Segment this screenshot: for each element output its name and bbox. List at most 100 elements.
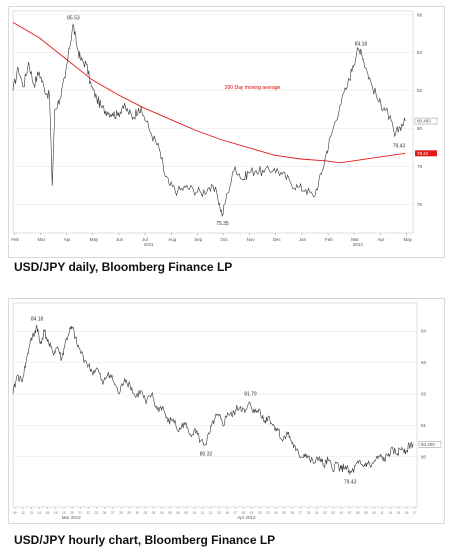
x-tick-label: 21	[78, 511, 82, 515]
x-tick-label: 12	[21, 511, 25, 515]
x-tick-label: 10	[372, 511, 376, 515]
x-tick-label: 29	[127, 511, 131, 515]
last-price-tag-label: 80.400	[421, 442, 435, 447]
y-tick-label: 83	[421, 360, 427, 365]
x-tick-label: 19	[250, 511, 254, 515]
x-tick-label: Jun	[116, 237, 124, 242]
y-tick-label: 82	[417, 88, 423, 93]
x-tick-label: 23	[95, 511, 99, 515]
ma-value-tag	[415, 150, 437, 157]
price-annotation: 84.18	[31, 317, 44, 323]
x-tick-label: 17	[413, 511, 417, 515]
x-tick-label: Sep	[194, 237, 203, 242]
hourly-chart: 84 83 82 81 80 09 12 13 14 15 16 19 20 21 22 23 26 27 28 29…	[12, 302, 442, 520]
x-tick-label: 04	[340, 511, 344, 515]
x-tick-label: 24	[274, 511, 278, 515]
price-line	[12, 324, 414, 476]
x-tick-label: Jul	[142, 237, 148, 242]
x-tick-label: 30	[307, 511, 311, 515]
x-tick-label: 15	[46, 511, 50, 515]
month-label: Mar 2012	[62, 515, 82, 520]
y-tick-label: 86	[417, 12, 423, 17]
x-tick-label: 23	[266, 511, 270, 515]
y-tick-label: 78	[417, 164, 423, 169]
x-tick-label: 13	[217, 511, 221, 515]
x-tick-label: 14	[389, 511, 393, 515]
x-tick-label: 12	[209, 511, 213, 515]
x-tick-label: 26	[103, 511, 107, 515]
x-tick-label: 03	[152, 511, 156, 515]
y-tick-label: 84	[421, 329, 427, 334]
x-tick-label: 25	[282, 511, 286, 515]
x-tick-label: 13	[29, 511, 33, 515]
price-annotation: 75.35	[216, 221, 229, 227]
x-tick-label: 18	[242, 511, 246, 515]
x-tick-label: Dec	[273, 237, 282, 242]
x-tick-label: 04	[160, 511, 164, 515]
x-tick-label: 06	[176, 511, 180, 515]
price-annotation: 79.43	[344, 480, 357, 486]
y-tick-label: 84	[417, 50, 423, 55]
x-tick-label: Feb	[325, 237, 333, 242]
x-tick-label: Apr	[377, 237, 385, 242]
x-tick-label: 03	[331, 511, 335, 515]
x-tick-label: 10	[193, 511, 197, 515]
x-tick-label: 11	[380, 511, 384, 515]
x-tick-label: 20	[70, 511, 74, 515]
x-tick-label: Mar	[351, 237, 359, 242]
x-tick-label: 05	[168, 511, 172, 515]
x-tick-label: Oct	[220, 237, 228, 242]
x-tick-label: 15	[397, 511, 401, 515]
x-tick-label: 02	[144, 511, 148, 515]
x-tick-label: 28	[119, 511, 123, 515]
price-line	[12, 23, 406, 217]
x-tick-label: 02	[323, 511, 327, 515]
x-tick-label: May	[90, 237, 99, 242]
x-tick-label: 16	[405, 511, 409, 515]
plot-area	[12, 10, 414, 234]
x-tick-label: Feb	[11, 237, 19, 242]
y-tick-label: 76	[417, 202, 423, 207]
x-tick-label: 26	[291, 511, 295, 515]
y-tick-label: 81	[421, 423, 427, 428]
y-tick-label: 80	[421, 454, 427, 459]
y-tick-label: 80	[417, 126, 423, 131]
x-tick-label: 09	[13, 511, 17, 515]
daily-chart: 86 84 82 80 78 76 Feb Mar Apr May Jun Jul Aug Sep Oct N…	[11, 10, 438, 247]
x-tick-label: Jan	[299, 237, 307, 242]
x-tick-label: May	[403, 237, 412, 242]
price-annotation: 81.79	[244, 392, 257, 398]
x-tick-label: 16	[225, 511, 229, 515]
hourly-chart-caption: USD/JPY hourly chart, Bloomberg Finance …	[14, 533, 276, 547]
last-price-tag	[418, 441, 442, 448]
x-tick-label: 22	[86, 511, 90, 515]
x-tick-label: Nov	[247, 237, 256, 242]
month-label: Apr 2012	[237, 515, 256, 520]
daily-chart-caption: USD/JPY daily, Bloomberg Finance LP	[14, 260, 233, 274]
year-label: 2011	[144, 242, 154, 247]
x-tick-label: 16	[54, 511, 58, 515]
x-tick-label: 01	[315, 511, 319, 515]
x-tick-label: 30	[135, 511, 139, 515]
x-tick-label: 09	[184, 511, 188, 515]
x-tick-label: Mar	[37, 237, 45, 242]
ma-value-tag-label: 78.42	[417, 151, 429, 156]
ma-label: 200 Day moving average	[225, 85, 281, 91]
x-tick-label: 27	[111, 511, 115, 515]
moving-average-line	[12, 22, 406, 164]
x-tick-label: 20	[258, 511, 262, 515]
x-tick-label: 19	[62, 511, 66, 515]
y-tick-label: 82	[421, 392, 427, 397]
x-tick-label: 14	[37, 511, 41, 515]
x-tick-label: 07	[348, 511, 352, 515]
x-tick-label: Aug	[168, 237, 177, 242]
year-label: 2012	[353, 242, 364, 247]
price-annotation: 84.18	[355, 41, 368, 47]
x-tick-label: 11	[201, 511, 205, 515]
x-tick-label: 08	[356, 511, 360, 515]
hourly-chart-panel: 84 83 82 81 80 09 12 13 14 15 16 19 20 21 22 23 26 27 28 29…	[8, 298, 445, 524]
x-tick-label: Apr	[64, 237, 72, 242]
x-tick-label: 09	[364, 511, 368, 515]
price-annotation: 85.53	[67, 16, 80, 22]
plot-area	[12, 302, 418, 508]
